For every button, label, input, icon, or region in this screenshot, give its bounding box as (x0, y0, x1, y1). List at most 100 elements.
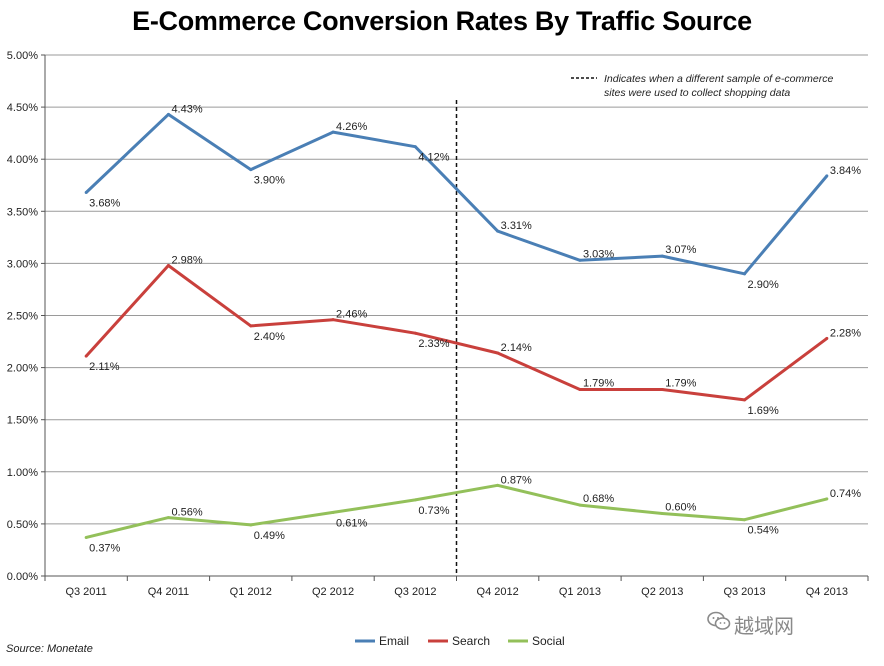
data-point-social (578, 503, 582, 507)
data-label-social: 0.56% (171, 507, 202, 519)
data-point-search (84, 354, 88, 358)
data-label-email: 3.68% (89, 198, 120, 210)
data-label-social: 0.61% (336, 517, 367, 529)
data-label-email: 3.31% (501, 220, 532, 232)
data-point-email (84, 191, 88, 195)
data-label-search: 1.69% (748, 405, 779, 417)
x-tick-label: Q2 2012 (312, 586, 354, 598)
data-point-email (496, 229, 500, 233)
data-point-email (413, 145, 417, 149)
series-line-search (85, 264, 828, 402)
y-tick-label: 2.50% (7, 311, 38, 323)
x-axis-ticks: Q3 2011 Q4 2011 Q1 2012 Q2 2012 Q3 2012 Q4 20… (44, 576, 869, 598)
data-label-search: 2.98% (171, 254, 202, 266)
data-label-social: 0.73% (418, 505, 449, 517)
y-axis-ticks: 0.00% 0.50% 1.00% 1.50% 2.00% 2.50% 3.00% 3.50%… (7, 50, 45, 583)
y-tick-label: 0.00% (7, 571, 38, 583)
y-tick-label: 0.50% (7, 519, 38, 531)
data-label-social: 0.49% (254, 530, 285, 542)
data-label-search: 2.40% (254, 331, 285, 343)
x-tick-label: Q4 2012 (477, 586, 519, 598)
legend-label-email: Email (379, 634, 409, 648)
annotation: Indicates when a different sample of e-c… (571, 73, 834, 99)
legend-label-social: Social (532, 634, 565, 648)
y-tick-label: 1.50% (7, 415, 38, 427)
x-tick-label: Q2 2013 (641, 586, 683, 598)
data-label-email: 4.12% (418, 152, 449, 164)
y-tick-label: 3.00% (7, 258, 38, 270)
data-label-search: 2.11% (89, 361, 120, 373)
y-tick-label: 1.00% (7, 467, 38, 479)
x-tick-label: Q4 2013 (806, 586, 848, 598)
data-point-search (413, 331, 417, 335)
data-point-search (743, 398, 747, 402)
data-point-email (578, 258, 582, 262)
series-line-email (85, 112, 829, 276)
data-label-search: 2.28% (830, 327, 861, 339)
x-tick-label: Q1 2012 (230, 586, 272, 598)
data-label-social: 0.87% (501, 474, 532, 486)
data-label-search: 2.33% (418, 338, 449, 350)
data-label-email: 4.43% (171, 103, 202, 115)
data-point-search (249, 324, 253, 328)
data-label-search: 1.79% (583, 377, 614, 389)
data-point-email (166, 112, 170, 116)
data-point-social (84, 535, 88, 539)
legend: Email Search Social (355, 634, 565, 648)
data-point-social (331, 510, 335, 514)
data-label-social: 0.68% (583, 493, 614, 505)
data-label-search: 2.14% (501, 342, 532, 354)
y-tick-label: 3.50% (7, 206, 38, 218)
data-label-email: 2.90% (748, 279, 779, 291)
data-label-social: 0.54% (748, 525, 779, 537)
y-tick-label: 4.50% (7, 102, 38, 114)
series-lines (84, 112, 829, 539)
x-tick-label: Q1 2013 (559, 586, 601, 598)
data-labels: 3.68% 4.43% 3.90% 4.26% 4.12% 3.31% 3.03% 3.07%… (89, 103, 861, 554)
data-label-email: 4.26% (336, 121, 367, 133)
data-label-search: 1.79% (665, 377, 696, 389)
source-note: Source: Monetate (6, 643, 93, 655)
data-point-email (249, 168, 253, 172)
data-point-search (825, 336, 829, 340)
data-label-social: 0.74% (830, 488, 861, 500)
y-tick-label: 4.00% (7, 154, 38, 166)
data-point-email (825, 174, 829, 178)
data-point-social (166, 516, 170, 520)
x-tick-label: Q3 2012 (394, 586, 436, 598)
data-label-email: 3.90% (254, 175, 285, 187)
y-tick-label: 2.00% (7, 363, 38, 375)
watermark: 越域网 (734, 614, 794, 638)
chart-title: E-Commerce Conversion Rates By Traffic S… (132, 6, 752, 36)
data-point-social (743, 518, 747, 522)
data-point-social (413, 498, 417, 502)
data-point-search (660, 387, 664, 391)
data-point-search (331, 318, 335, 322)
data-point-social (825, 497, 829, 501)
data-label-email: 3.03% (583, 248, 614, 260)
data-point-email (660, 254, 664, 258)
data-point-email (331, 130, 335, 134)
data-point-search (578, 387, 582, 391)
wechat-icon (707, 611, 731, 630)
x-tick-label: Q3 2011 (65, 586, 106, 598)
data-point-search (496, 351, 500, 355)
data-point-social (660, 511, 664, 515)
series-line-social (85, 483, 828, 539)
data-label-social: 0.37% (89, 542, 120, 554)
x-tick-label: Q3 2013 (723, 586, 765, 598)
data-point-email (743, 272, 747, 276)
annotation-line-1: Indicates when a different sample of e-c… (604, 73, 834, 85)
x-tick-label: Q4 2011 (148, 586, 189, 598)
legend-label-search: Search (452, 634, 490, 648)
data-label-social: 0.60% (665, 501, 696, 513)
annotation-line-2: sites were used to collect shopping data (604, 87, 790, 99)
data-label-search: 2.46% (336, 309, 367, 321)
y-tick-label: 5.00% (7, 50, 38, 62)
data-label-email: 3.84% (830, 165, 861, 177)
data-point-social (249, 523, 253, 527)
data-point-social (496, 483, 500, 487)
data-label-email: 3.07% (665, 244, 696, 256)
data-point-search (166, 263, 170, 267)
